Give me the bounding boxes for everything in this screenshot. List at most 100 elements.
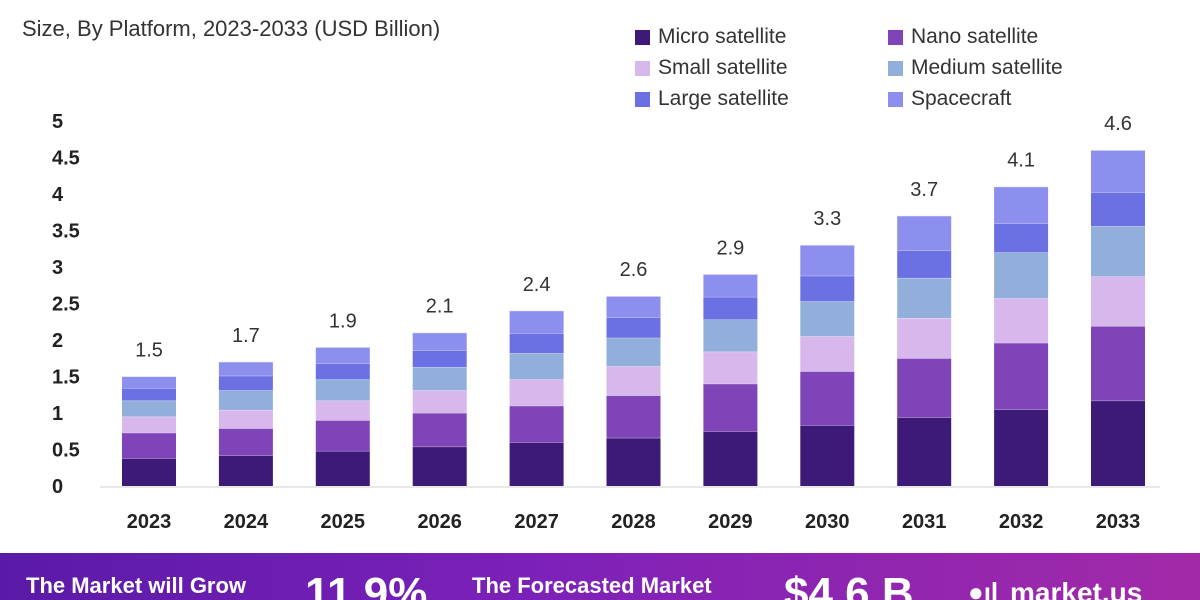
bar-segment [1091, 226, 1145, 277]
summary-banner: The Market will Grow 11.9% The Forecaste… [0, 553, 1200, 600]
bar-segment [1091, 192, 1145, 227]
bar-segment [994, 298, 1049, 343]
bar-segment [218, 410, 273, 429]
x-tick-label: 2027 [514, 511, 559, 533]
legend-item: Nano satellite [888, 24, 1108, 50]
bar-segment [703, 296, 758, 320]
legend-item: Large satellite [635, 86, 888, 112]
bar-segment [994, 252, 1049, 299]
y-tick-label: 1 [52, 403, 63, 425]
legend-item: Small satellite [635, 55, 888, 81]
bar-total-label: 1.7 [232, 325, 260, 347]
bar-segment [122, 432, 176, 459]
market-logo-text: market.us [1010, 577, 1143, 600]
x-tick-label: 2028 [611, 511, 656, 533]
legend-swatch [888, 29, 903, 45]
bar-segment [606, 317, 661, 338]
bar-segment [412, 446, 467, 486]
legend-label: Medium satellite [911, 56, 1063, 79]
legend-swatch [635, 91, 650, 107]
market-logo-icon: ●ıl [968, 577, 999, 600]
bar-segment [994, 342, 1049, 410]
bar-segment [897, 358, 952, 418]
bar-segment [218, 455, 273, 486]
bar-segment [897, 417, 952, 486]
x-tick-label: 2026 [417, 511, 462, 533]
bar-segment [800, 275, 855, 302]
bar-segment [218, 375, 273, 391]
bar-segment [315, 400, 370, 421]
chart-subtitle: Size, By Platform, 2023-2033 (USD Billio… [22, 16, 441, 41]
bar-segment [509, 442, 564, 486]
y-tick-label: 4 [52, 184, 64, 206]
y-tick-label: 3 [52, 257, 63, 279]
bar-segment [800, 425, 855, 486]
y-tick-label: 3.5 [52, 221, 80, 243]
bar-segment [800, 336, 855, 372]
bar-segment [315, 379, 370, 401]
bar-segment [800, 301, 855, 337]
bar-segment [606, 296, 661, 318]
bar-segment [1091, 276, 1145, 327]
bar-segment [412, 350, 467, 368]
bar-total-label: 3.7 [910, 179, 938, 201]
bar-segment [412, 367, 467, 391]
bar-total-label: 1.9 [329, 310, 357, 332]
bar-total-label: 2.1 [426, 296, 454, 318]
bar-segment [800, 245, 855, 276]
legend-label: Micro satellite [658, 25, 787, 48]
bar-segment [994, 409, 1049, 486]
bar-segment [606, 395, 661, 438]
bar-segment [412, 413, 467, 447]
x-tick-label: 2033 [1096, 511, 1141, 533]
bar-total-label: 3.3 [813, 208, 841, 230]
bar-segment [994, 223, 1049, 253]
legend-item: Medium satellite [888, 55, 1108, 81]
x-tick-label: 2030 [805, 511, 850, 533]
x-tick-label: 2024 [224, 511, 269, 533]
bar-segment [315, 363, 370, 380]
bar-segment [994, 186, 1049, 224]
bar-segment [218, 428, 273, 456]
bar-segment [412, 332, 467, 351]
bar-segment [218, 390, 273, 411]
bar-segment [509, 379, 564, 406]
legend-label: Small satellite [658, 56, 788, 79]
banner-cagr-value: 11.9% [305, 569, 428, 600]
bar-segment [509, 310, 564, 334]
bar-segment [606, 437, 661, 486]
bar-segment [509, 333, 564, 354]
bar-segment [703, 351, 758, 384]
x-tick-label: 2031 [902, 511, 947, 533]
bar-segment [218, 361, 273, 376]
bar-segment [703, 319, 758, 352]
bar-segment [897, 215, 952, 251]
bar-total-label: 4.6 [1104, 113, 1132, 135]
y-tick-label: 2 [52, 330, 63, 352]
legend-item: Spacecraft [888, 86, 1108, 112]
bar-segment [122, 416, 176, 433]
bar-segment [606, 366, 661, 396]
bar-segment [606, 337, 661, 367]
bar-segment [122, 376, 176, 389]
bar-total-label: 2.9 [716, 237, 744, 259]
banner-forecast-text: The Forecasted Market [472, 573, 712, 598]
bar-segment [897, 318, 952, 359]
bar-segment [1091, 150, 1145, 193]
bar-segment [1091, 326, 1145, 401]
legend-swatch [888, 91, 903, 107]
y-tick-label: 1.5 [52, 367, 80, 389]
x-tick-label: 2029 [708, 511, 753, 533]
legend-swatch [635, 29, 650, 45]
bar-total-label: 4.1 [1007, 150, 1035, 172]
bar-segment [122, 388, 176, 401]
y-tick-label: 0.5 [52, 440, 80, 462]
legend-item: Micro satellite [635, 24, 888, 50]
x-tick-label: 2025 [321, 511, 366, 533]
legend-swatch [888, 60, 903, 76]
banner-grow-text: The Market will Grow [26, 573, 247, 598]
legend-label: Spacecraft [911, 87, 1012, 110]
bar-segment [897, 277, 952, 319]
y-tick-label: 5 [52, 111, 63, 133]
chart-legend: Micro satellite Nano satellite Small satel… [635, 24, 1108, 112]
